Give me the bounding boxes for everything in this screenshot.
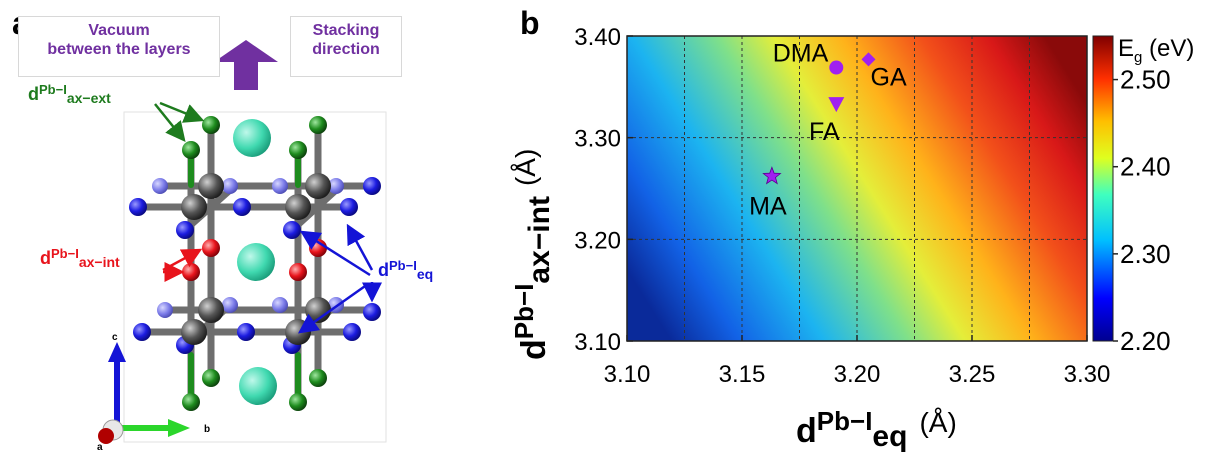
vacuum-note: Vacuum between the layers <box>18 16 220 77</box>
y-tick-label: 3.20 <box>574 227 621 254</box>
axis-b-label: b <box>204 424 210 435</box>
y-tick-label: 3.30 <box>574 126 621 153</box>
label-ax-ext: dPb−Iax−ext <box>28 82 111 106</box>
marker-ma <box>762 166 782 185</box>
ext-arrow <box>154 103 186 142</box>
x-axis-title: dPb−Ieq (Å) <box>796 406 957 453</box>
pb-atom <box>305 173 331 199</box>
x-tick-label: 3.10 <box>604 361 651 388</box>
colorbar-label: Eg (eV) <box>1118 35 1194 66</box>
x-tick-label: 3.15 <box>719 361 766 388</box>
pb-atom <box>198 173 224 199</box>
eq-arrow <box>299 230 371 277</box>
cation-atom <box>237 243 275 281</box>
x-tick-label: 3.30 <box>1064 361 1111 388</box>
label-eq: dPb−Ieq <box>378 258 433 282</box>
marker-fa <box>828 97 845 113</box>
pb-atom <box>285 319 311 345</box>
marker-dma <box>829 60 844 75</box>
label-ax-int: dPb−Iax−int <box>40 246 120 270</box>
marker-label-dma: DMA <box>773 40 829 68</box>
x-axis-ticks: 3.10 3.15 3.20 3.25 3.30 <box>604 335 1111 388</box>
colorbar-tick-label: 2.20 <box>1120 326 1171 356</box>
colorbar-ticks: 2.20 2.30 2.40 2.50 <box>1113 65 1171 356</box>
colorbar-tick-label: 2.40 <box>1120 152 1171 182</box>
colorbar-tick-label: 2.30 <box>1120 239 1171 269</box>
grid <box>627 36 1087 341</box>
structure-markers: MA FA DMA GA <box>749 40 907 221</box>
marker-label-ma: MA <box>749 192 787 220</box>
stacking-note: Stacking direction <box>290 16 402 77</box>
crystal-structure-panel: a <box>12 5 433 453</box>
y-axis-ticks: 3.10 3.20 3.30 3.40 <box>574 24 633 356</box>
marker-ga <box>861 52 876 67</box>
x-tick-label: 3.25 <box>949 361 996 388</box>
eq-arrow <box>297 282 369 334</box>
pb-atom <box>285 194 311 220</box>
marker-label-fa: FA <box>809 118 840 146</box>
cation-atom <box>233 119 271 157</box>
plot-frame <box>626 35 1088 342</box>
marker-label-ga: GA <box>871 63 907 91</box>
pb-atom <box>198 297 224 323</box>
ext-arrow <box>159 101 205 123</box>
axis-a-label: a <box>97 442 103 453</box>
cation-atom <box>239 367 277 405</box>
unit-cell-outline <box>123 111 387 443</box>
heatmap-field <box>627 36 1087 341</box>
colorbar-tick-label: 2.50 <box>1120 65 1171 95</box>
panel-b-label: b <box>520 5 540 41</box>
pb-atom <box>181 194 207 220</box>
eq-arrow <box>346 223 374 271</box>
colorbar <box>1092 35 1114 342</box>
axis-c-label: c <box>112 332 118 343</box>
x-tick-label: 3.20 <box>834 361 881 388</box>
y-tick-label: 3.40 <box>574 24 621 51</box>
stacking-arrow-icon <box>214 40 278 90</box>
y-tick-label: 3.10 <box>574 329 621 356</box>
axis-a-icon <box>98 428 114 444</box>
pb-atom <box>181 319 207 345</box>
